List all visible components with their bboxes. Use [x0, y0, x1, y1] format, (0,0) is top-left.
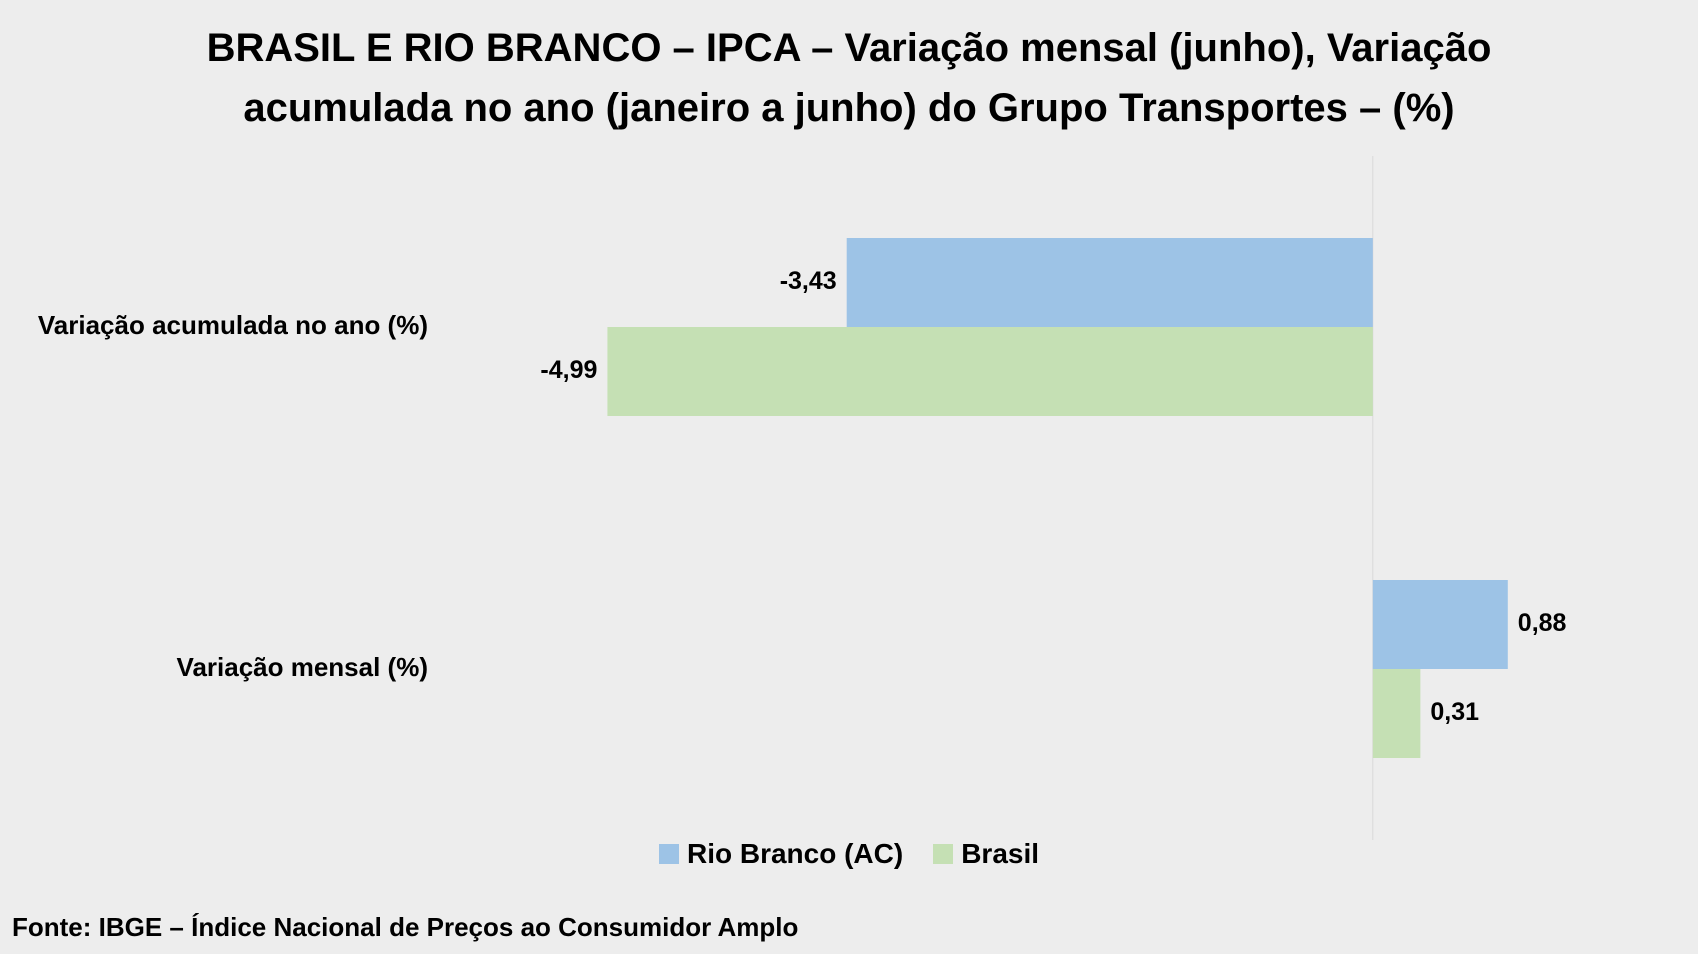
data-label: 0,31 [1430, 698, 1479, 726]
chart-legend: Rio Branco (AC) Brasil [0, 838, 1698, 870]
legend-swatch-brasil [933, 844, 954, 864]
data-label: -4,99 [540, 356, 597, 384]
legend-label-brasil: Brasil [961, 838, 1040, 869]
plot-area: Variação acumulada no ano (%) Variação me… [38, 156, 1567, 840]
bar [607, 327, 1373, 416]
bar [846, 238, 1373, 327]
data-label: 0,88 [1518, 609, 1567, 637]
category-label: Variação acumulada no ano (%) [38, 310, 428, 340]
bar [1372, 669, 1421, 758]
legend-item-brasil: Brasil [933, 838, 1039, 870]
legend-label-rio-branco: Rio Branco (AC) [686, 838, 904, 869]
legend-item-rio-branco: Rio Branco (AC) [658, 838, 904, 870]
category-label: Variação mensal (%) [177, 652, 428, 682]
chart-title-line-2: acumulada no ano (janeiro a junho) do Gr… [243, 86, 1455, 130]
source-note: Fonte: IBGE – Índice Nacional de Preços … [12, 912, 799, 942]
legend-swatch-rio-branco [658, 844, 679, 864]
bar [1372, 580, 1508, 669]
data-label: -3,43 [780, 267, 837, 295]
chart-title: BRASIL E RIO BRANCO – IPCA – Variação me… [0, 18, 1698, 138]
chart-title-line-1: BRASIL E RIO BRANCO – IPCA – Variação me… [206, 26, 1492, 70]
